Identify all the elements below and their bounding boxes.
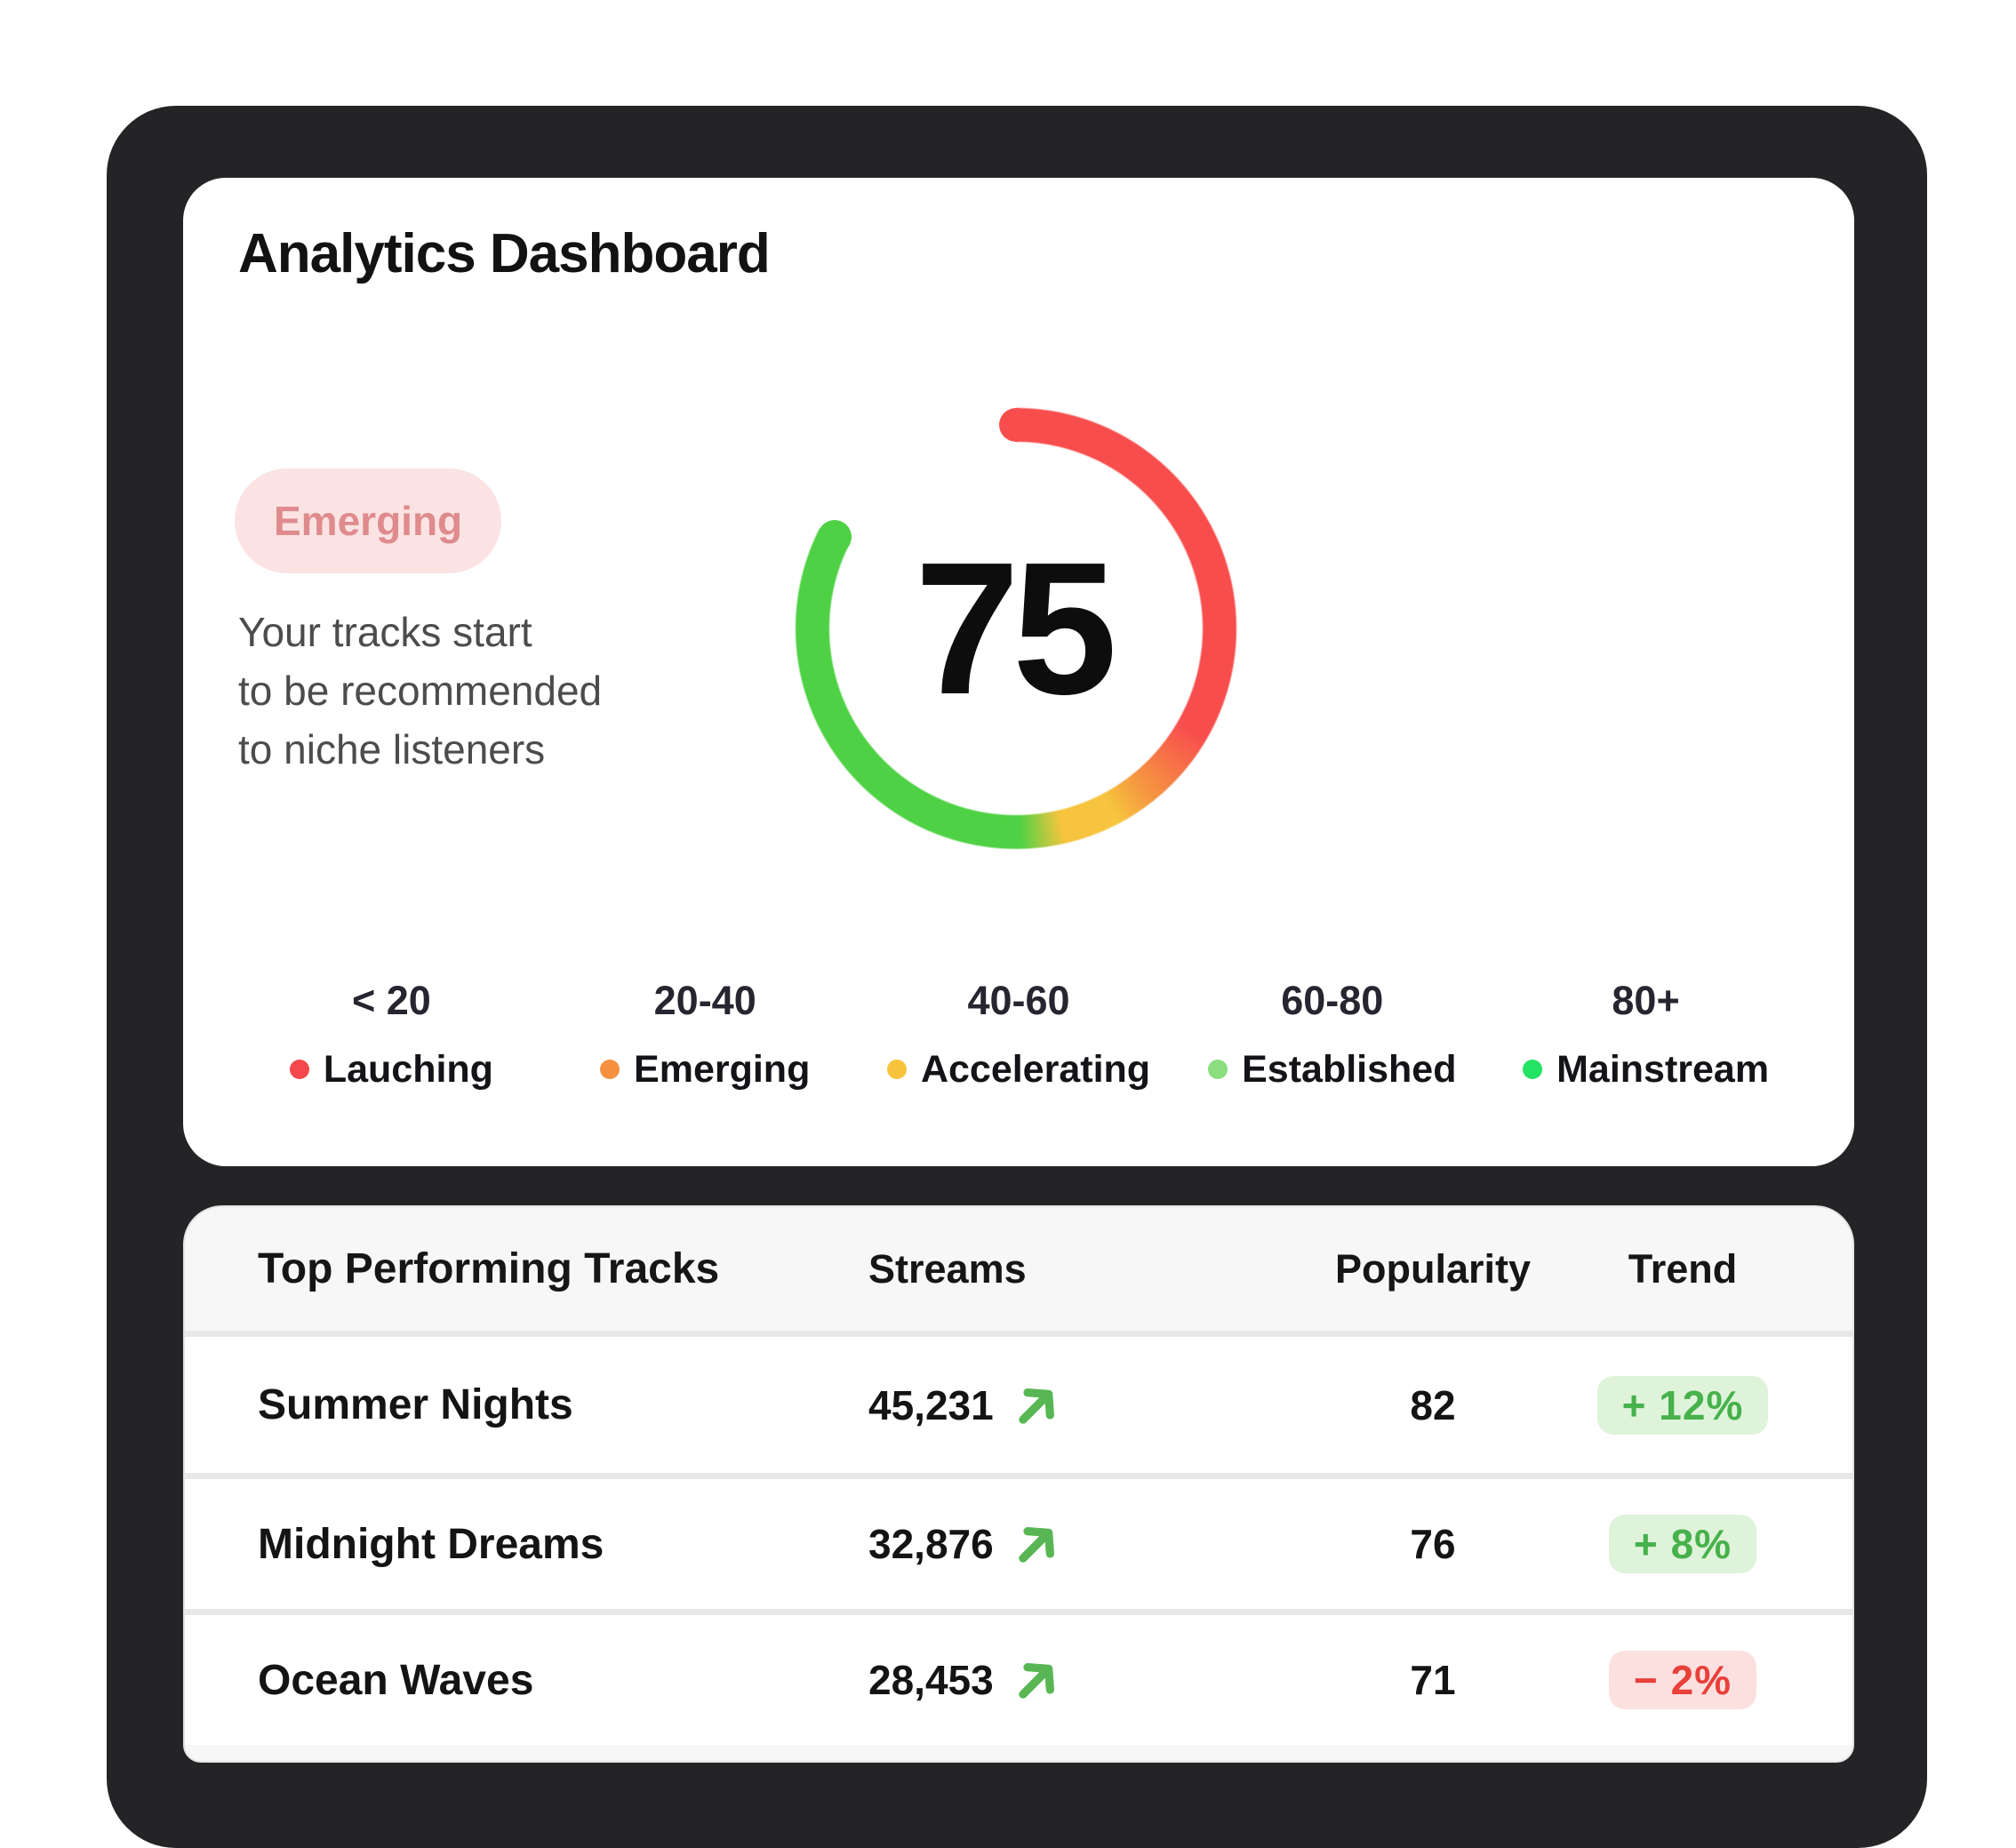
status-description-line: to niche listeners [238,726,546,772]
trend-up-arrow-icon [1019,1527,1054,1563]
trend-badge: + 12% [1596,1375,1769,1435]
track-name: Ocean Waves [258,1656,534,1704]
popularity-value: 71 [1410,1657,1456,1703]
status-description-line: Your tracks start [238,609,532,655]
legend-label: Emerging [634,1048,811,1091]
status-description: Your tracks start to be recommended to n… [238,603,602,779]
table-row[interactable]: Midnight Dreams 32,876 76 + 8% [185,1473,1852,1609]
column-header-streams: Streams [868,1245,1027,1292]
column-header-tracks: Top Performing Tracks [258,1245,720,1292]
table-row[interactable]: Ocean Waves 28,453 71 − 2% [185,1609,1852,1745]
status-badge: Emerging [235,468,502,573]
popularity-value: 82 [1410,1381,1456,1428]
table-body: Summer Nights 45,231 82 + 12% Midnight D… [185,1337,1852,1745]
column-header-popularity: Popularity [1334,1245,1532,1292]
device-frame: Analytics Dashboard Emerging Your tracks… [107,106,1927,1848]
legend-dot-icon [1208,1060,1228,1079]
gauge-red-end-cap [999,408,1033,442]
gauge-green-end-cap [818,520,852,554]
legend-item: 80+ Mainstream [1489,978,1803,1092]
score-gauge: 75 [794,406,1238,851]
legend-item: 40-60 Accelerating [862,978,1176,1092]
track-name: Summer Nights [258,1381,573,1428]
legend-range: 80+ [1612,978,1680,1023]
legend-dot-icon [886,1060,907,1079]
gauge-score-value: 75 [915,523,1117,733]
legend-dot-icon [289,1060,309,1079]
analytics-dashboard-card: Analytics Dashboard Emerging Your tracks… [183,178,1854,1166]
trend-up-arrow-icon [1019,1663,1054,1699]
table-row[interactable]: Summer Nights 45,231 82 + 12% [185,1337,1852,1473]
popularity-value: 76 [1410,1521,1456,1567]
legend-item: 20-40 Emerging [548,978,862,1092]
legend-label: Established [1242,1048,1457,1091]
streams-value: 45,231 [868,1381,994,1428]
table-header-row: Top Performing Tracks Streams Popularity… [185,1207,1852,1337]
streams-value: 28,453 [868,1657,994,1703]
gauge-ring [794,406,1238,851]
legend-range: 60-80 [1281,978,1384,1023]
legend-item: 60-80 Established [1175,978,1489,1092]
track-name: Midnight Dreams [258,1520,604,1568]
legend-dot-icon [600,1060,620,1079]
streams-value: 32,876 [868,1521,994,1567]
column-header-trend: Trend [1628,1245,1738,1292]
legend-range: 40-60 [967,978,1070,1023]
legend-range: 20-40 [653,978,756,1023]
legend-label: Accelerating [920,1048,1151,1091]
trend-badge: − 2% [1608,1651,1757,1709]
legend-item: < 20 Lauching [235,978,548,1092]
legend-label: Lauching [323,1048,493,1091]
trend-badge: + 8% [1608,1515,1757,1573]
legend-label: Mainstream [1556,1048,1770,1091]
tracks-table-card: Top Performing Tracks Streams Popularity… [183,1205,1854,1763]
trend-up-arrow-icon [1019,1388,1054,1424]
legend-dot-icon [1523,1060,1543,1079]
legend-range: < 20 [351,978,431,1023]
status-description-line: to be recommended [238,668,603,714]
page-title: Analytics Dashboard [238,223,771,284]
gauge-legend: < 20 Lauching 20-40 Emerging 40-60 Accel… [183,978,1854,1092]
